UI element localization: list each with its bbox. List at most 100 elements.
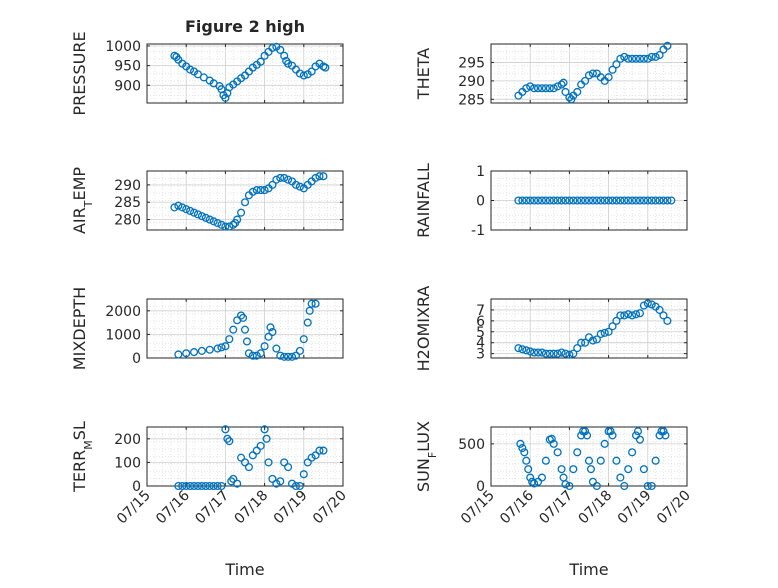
data-point <box>655 305 664 314</box>
y-tick-label: 290 <box>458 74 485 90</box>
data-point <box>651 52 660 61</box>
data-point <box>311 451 320 460</box>
data-point <box>604 327 613 336</box>
data-point <box>291 180 301 189</box>
data-point <box>223 434 232 443</box>
data-point <box>628 196 637 205</box>
series-markers <box>174 299 320 361</box>
data-point <box>522 456 531 465</box>
data-point <box>242 337 252 346</box>
data-point <box>592 481 601 491</box>
data-point <box>284 59 293 68</box>
data-point <box>524 465 533 474</box>
data-point <box>178 481 187 491</box>
data-point <box>186 206 195 215</box>
data-point <box>661 431 670 440</box>
data-point <box>268 474 277 483</box>
data-point <box>237 208 246 217</box>
data-point <box>225 437 234 446</box>
data-point <box>588 196 597 205</box>
data-point <box>272 344 281 353</box>
data-point <box>268 43 277 52</box>
data-point <box>530 84 539 93</box>
data-point <box>596 196 605 205</box>
y-tick-label: 1000 <box>105 327 141 343</box>
data-point <box>174 481 183 491</box>
data-point <box>229 220 238 229</box>
y-tick-label: -1 <box>471 223 485 239</box>
data-point <box>260 186 269 195</box>
data-point <box>561 87 570 96</box>
axes-box <box>146 170 344 231</box>
data-point <box>280 173 289 182</box>
data-point <box>189 348 199 357</box>
data-point <box>647 481 656 491</box>
data-point <box>303 318 312 327</box>
data-point <box>635 309 645 318</box>
y-axis-label: AIRTEMP <box>70 167 95 234</box>
data-point <box>305 306 314 315</box>
data-point <box>299 335 308 344</box>
axes-box <box>146 426 344 487</box>
y-tick-label: 1000 <box>105 39 141 55</box>
data-point <box>248 351 257 360</box>
series-markers <box>514 299 672 359</box>
data-point <box>284 175 293 184</box>
data-point <box>189 208 199 217</box>
data-point <box>545 84 554 93</box>
data-point <box>272 175 281 184</box>
data-point <box>569 465 578 474</box>
data-point <box>651 456 660 465</box>
data-point <box>647 300 656 309</box>
data-point <box>612 60 621 69</box>
y-axis-label: THETA <box>414 48 433 100</box>
data-point <box>213 344 222 353</box>
data-point <box>573 196 582 205</box>
data-point <box>299 71 308 80</box>
data-point <box>522 84 531 93</box>
data-point <box>518 345 527 354</box>
grid <box>146 171 344 230</box>
data-point <box>631 54 641 63</box>
data-point <box>315 446 324 455</box>
chart-title: Figure 2 high <box>185 17 305 36</box>
data-point <box>620 196 629 205</box>
data-point <box>518 444 527 453</box>
data-point <box>276 45 285 54</box>
series-markers <box>174 425 328 491</box>
x-tick-label: 07/18 <box>576 488 616 528</box>
data-point <box>559 473 568 482</box>
y-tick-label: 3 <box>476 347 485 363</box>
data-point <box>573 87 582 96</box>
data-point <box>526 347 535 356</box>
data-point <box>530 479 539 488</box>
data-point <box>237 453 246 462</box>
data-point <box>174 350 183 359</box>
data-point <box>284 352 293 361</box>
data-point <box>577 196 586 205</box>
axes-box <box>490 43 688 104</box>
y-tick-label: 285 <box>114 195 141 211</box>
data-point <box>659 427 668 436</box>
data-point <box>264 47 273 56</box>
data-point <box>663 41 672 50</box>
data-point <box>620 52 629 61</box>
data-point <box>233 479 242 488</box>
data-point <box>221 425 230 434</box>
data-point <box>299 470 308 479</box>
data-point <box>557 80 566 89</box>
data-point <box>533 348 543 357</box>
data-point <box>197 212 206 221</box>
data-point <box>643 54 652 63</box>
data-point <box>514 196 523 205</box>
data-point <box>321 63 330 72</box>
data-point <box>291 481 301 491</box>
data-point <box>616 473 625 482</box>
data-point <box>287 352 297 361</box>
y-axis-label: H2OMIXRA <box>414 286 433 372</box>
data-point <box>643 196 652 205</box>
y-tick-label: 900 <box>114 78 141 94</box>
y-tick-label: 295 <box>458 55 485 71</box>
data-point <box>647 196 656 205</box>
data-point <box>526 82 535 91</box>
